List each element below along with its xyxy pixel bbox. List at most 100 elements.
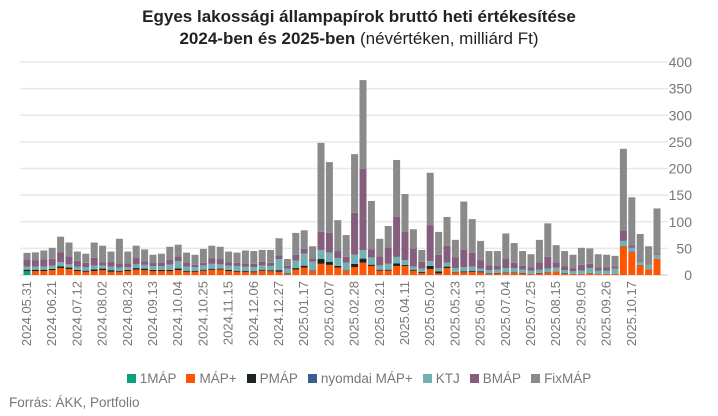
legend-item[interactable]: MÁP+ [186,371,237,386]
bar-segment-máp+ [603,273,611,275]
bar-stack [199,248,207,275]
legend-label: MÁP+ [199,371,237,386]
bar-segment-bmáp [107,261,115,267]
bar-segment-fixmáp [325,162,333,233]
x-tick-label: 2024.08.23 [120,281,135,346]
bar-segment-máp+ [401,265,409,275]
bar-segment-bmáp [90,257,98,266]
bar-segment-fixmáp [99,245,107,263]
bar-stack [351,154,359,275]
bar-segment-máp+ [141,270,149,275]
bar-segment-bmáp [561,266,569,271]
legend-item[interactable]: KTJ [422,371,460,386]
bar-segment-nyomdai-máp+ [359,258,367,260]
bar-stack [99,245,107,275]
bar-segment-máp+ [258,270,266,275]
bar-segment-bmáp [493,265,501,270]
bar-stack [73,251,81,275]
bar-segment-pmáp [451,271,459,273]
bar-segment-pmáp [241,270,249,272]
bar-segment-fixmáp [199,248,207,263]
bar-stack [527,254,535,275]
bar-stack [569,254,577,275]
bar-segment-bmáp [367,249,375,258]
bar-stack [334,220,342,275]
bar-segment-máp+ [65,269,73,275]
y-tick-label: 150 [669,187,693,203]
bar-segment-fixmáp [477,240,485,261]
bar-stack [166,246,174,275]
bar-segment-ktj [552,267,560,272]
bar-segment-máp+ [594,273,602,275]
bar-segment-bmáp [519,265,527,270]
bar-segment-ktj [409,266,417,270]
bar-segment-bmáp [510,262,518,269]
bar-stack [468,219,476,275]
bar-segment-ktj [199,265,207,270]
legend-label: PMÁP [259,371,298,386]
bar-segment-ktj [241,266,249,271]
y-tick-label: 250 [669,134,693,150]
bar-segment-ktj [157,266,165,270]
bar-segment-bmáp [65,256,73,265]
bar-segment-máp+ [90,271,98,275]
legend-item[interactable]: PMÁP [246,371,298,386]
bar-segment-máp+ [376,270,384,275]
y-tick-label: 200 [669,161,693,177]
bar-segment-máp+ [485,273,493,275]
legend-item[interactable]: nyomdai MÁP+ [307,371,413,386]
bar-stack [401,194,409,275]
bar-segment-máp+ [166,271,174,275]
bar-stack [342,235,350,275]
bar-segment-pmáp [317,259,325,264]
bar-segment-bmáp [418,261,426,269]
bar-segment-fixmáp [183,252,191,263]
bar-stack [241,250,249,275]
bar-segment-fixmáp [586,248,594,264]
legend-item[interactable]: BMÁP [469,371,521,386]
bar-segment-fixmáp [510,243,518,263]
bar-segment-ktj [166,264,174,270]
bar-segment-nyomdai-máp+ [300,265,308,266]
bar-segment-fixmáp [342,235,350,257]
x-tick-label: 2025.02.07 [321,281,336,346]
bar-segment-fixmáp [384,226,392,248]
bar-segment-ktj [141,264,149,269]
bar-segment-bmáp [23,259,31,267]
bar-segment-máp+ [342,270,350,275]
bar-segment-ktj [174,261,182,269]
bar-segment-fixmáp [645,246,653,265]
bar-segment-ktj [90,265,98,270]
bar-segment-fixmáp [561,251,569,267]
bar-segment-máp+ [359,262,367,275]
bar-segment-bmáp [225,262,233,266]
bar-segment-máp+ [174,270,182,275]
bar-segment-bmáp [208,258,216,264]
bar-stack [443,216,451,275]
bar-stack [535,239,543,275]
bar-segment-máp+ [544,272,552,275]
legend-item[interactable]: FixMÁP [531,371,591,386]
bar-segment-ktj [183,266,191,271]
bar-segment-máp+ [157,271,165,275]
bar-segment-ktj [107,266,115,270]
bar-segment-ktj [267,265,275,271]
bar-stack [586,248,594,275]
bar-segment-bmáp [300,248,308,254]
bar-segment-fixmáp [90,242,98,258]
bar-segment-pmáp [485,273,493,274]
x-tick-label: 2025.09.05 [573,281,588,346]
bar-segment-máp+ [225,271,233,275]
bar-stack [619,148,627,275]
bar-segment-ktj [603,270,611,274]
bar-stack [611,255,619,275]
bar-segment-bmáp [485,265,493,271]
bar-segment-bmáp [317,231,325,250]
x-tick-label: 2025.08.15 [548,281,563,346]
bar-segment-ktj [292,260,300,269]
bar-segment-pmáp [359,259,367,263]
bar-segment-ktj [561,270,569,274]
bar-segment-bmáp [132,257,140,265]
legend-item[interactable]: 1MÁP [126,371,176,386]
bar-segment-fixmáp [628,197,636,246]
